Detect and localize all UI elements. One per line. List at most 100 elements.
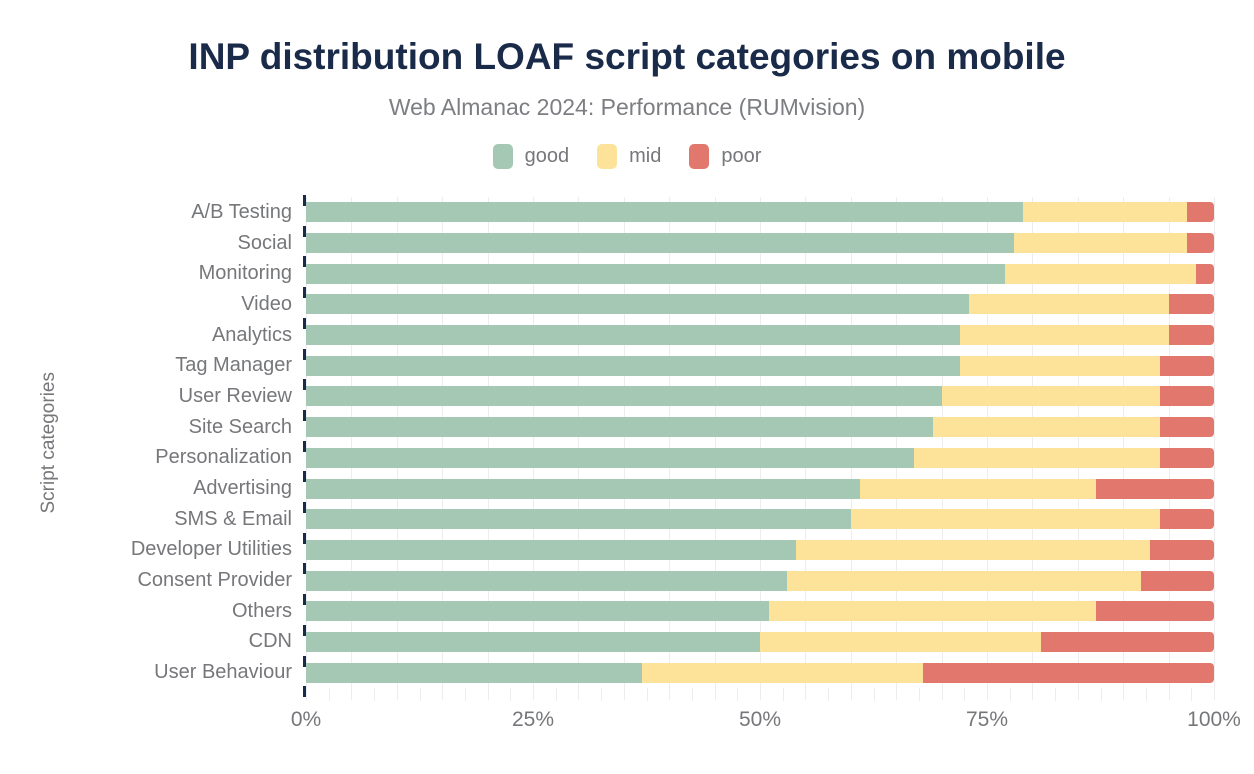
bar-segment-mid (769, 601, 1096, 622)
x-axis: 0% 25% 50% 75% 100% (291, 708, 1241, 734)
legend-swatch-poor (689, 144, 710, 169)
y-axis-tick (303, 594, 306, 606)
bar-segment-poor (1159, 355, 1214, 376)
legend: good mid poor (0, 144, 1254, 169)
category-label: Consent Provider (137, 569, 292, 592)
minor-tick-stub (1055, 688, 1057, 701)
minor-tick-stub (964, 688, 966, 701)
bar-row: Analytics (0, 320, 1254, 351)
bar-row: A/B Testing (0, 197, 1254, 228)
minor-tick-stub (782, 688, 784, 701)
category-label: Developer Utilities (130, 538, 292, 561)
bar-segment-mid (641, 662, 924, 683)
bar-segment-poor (1041, 631, 1214, 652)
bar-row: Site Search (0, 412, 1254, 443)
bar-segment-mid (1023, 202, 1187, 223)
y-axis-tick (303, 287, 306, 299)
x-tick-label: 100% (1187, 708, 1241, 731)
minor-tick-stub (828, 688, 830, 701)
bar-segment-good (306, 570, 788, 591)
legend-label: poor (721, 145, 762, 167)
legend-label: good (524, 145, 570, 167)
bar-segment-good (306, 202, 1024, 223)
minor-tick-stub (1100, 688, 1102, 701)
bar-segment-mid (959, 355, 1160, 376)
category-label: Monitoring (198, 262, 292, 285)
bar-segment-good (306, 233, 1015, 254)
bar-track (306, 631, 1214, 652)
category-label: SMS & Email (174, 507, 292, 530)
bar-track (306, 202, 1214, 223)
bar-segment-mid (914, 447, 1160, 468)
bar-segment-good (306, 601, 770, 622)
y-axis-tick (303, 317, 306, 329)
y-axis-tick (303, 532, 306, 544)
x-tick-label: 50% (738, 708, 782, 731)
bar-track (306, 386, 1214, 407)
y-axis-tick (303, 256, 306, 268)
bar-rows: A/B Testing Social Monitoring Video Analytic… (0, 197, 1254, 688)
bar-track (306, 417, 1214, 438)
legend-item-poor: poor (689, 144, 761, 169)
bar-segment-good (306, 478, 860, 499)
bar-segment-good (306, 263, 1006, 284)
bar-segment-poor (1168, 294, 1214, 315)
bar-track (306, 539, 1214, 560)
bar-segment-poor (1141, 570, 1214, 591)
bar-segment-mid (932, 417, 1160, 438)
bar-segment-mid (959, 325, 1169, 346)
category-label: Site Search (188, 415, 292, 438)
x-tick-label: 75% (965, 708, 1009, 731)
bar-segment-poor (1168, 325, 1214, 346)
bar-track (306, 294, 1214, 315)
y-axis-tick (303, 471, 306, 483)
bar-segment-mid (941, 386, 1160, 407)
y-axis-tick (303, 440, 306, 452)
bar-segment-good (306, 509, 851, 530)
bar-segment-good (306, 417, 933, 438)
bar-track (306, 662, 1214, 683)
bar-segment-mid (1005, 263, 1196, 284)
category-label: Tag Manager (175, 354, 292, 377)
bar-row: Personalization (0, 443, 1254, 474)
bar-segment-good (306, 631, 760, 652)
bar-track (306, 570, 1214, 591)
y-axis-tick (303, 563, 306, 575)
bar-row: User Behaviour (0, 657, 1254, 688)
bar-segment-poor (1159, 417, 1214, 438)
bar-segment-poor (1186, 233, 1214, 254)
gridline-100 (1214, 197, 1215, 700)
minor-tick-stub (1145, 688, 1147, 701)
bar-track (306, 601, 1214, 622)
bar-segment-poor (1095, 601, 1214, 622)
minor-tick-stub (1191, 688, 1193, 701)
bar-track (306, 233, 1214, 254)
minor-tick-stub (419, 688, 421, 701)
chart-title: INP distribution LOAF script categories … (188, 36, 1066, 77)
bar-segment-mid (787, 570, 1142, 591)
bar-segment-good (306, 386, 942, 407)
category-label: Others (231, 599, 292, 622)
bar-segment-good (306, 355, 960, 376)
bar-segment-good (306, 325, 960, 346)
bar-segment-good (306, 294, 969, 315)
category-label: Personalization (155, 446, 292, 469)
y-axis-tick (303, 225, 306, 237)
y-axis-tick (303, 655, 306, 667)
category-label: Video (241, 292, 292, 315)
bar-segment-poor (1159, 509, 1214, 530)
minor-tick-stub (601, 688, 603, 701)
bar-segment-good (306, 447, 915, 468)
category-label: User Review (178, 384, 292, 407)
y-axis-tick (303, 502, 306, 513)
chart-area: Script categories A/B Testing Social Monit… (0, 195, 1254, 774)
minor-tick-stub (510, 688, 512, 701)
category-label: A/B Testing (191, 200, 292, 223)
bar-segment-mid (968, 294, 1169, 315)
bar-segment-good (306, 539, 797, 560)
y-axis-tick (303, 348, 306, 360)
category-label: Social (237, 231, 292, 254)
category-label: Analytics (211, 323, 292, 346)
bar-row: Developer Utilities (0, 535, 1254, 566)
y-axis-tick (303, 195, 306, 206)
